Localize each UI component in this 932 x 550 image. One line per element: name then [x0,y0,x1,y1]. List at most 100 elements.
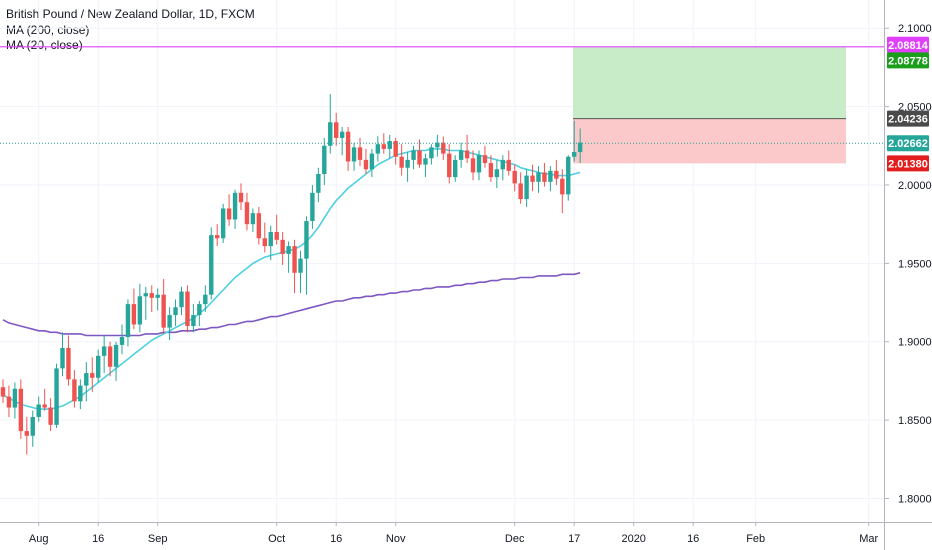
candle [238,183,244,211]
candle-body [101,346,107,356]
candle [286,241,291,273]
candle-body [458,150,464,160]
candle-body [268,232,273,247]
candle [149,285,154,312]
candle [72,369,77,408]
candle [78,379,83,410]
candle [185,285,190,333]
x-tick-label: 2020 [621,533,645,545]
y-tick-label: 1.90000 [898,337,932,349]
candle-body [232,192,238,220]
candle [363,148,369,174]
candle-body [435,142,440,148]
candle-body [6,396,12,408]
candle [30,410,35,447]
x-tick-label: Aug [29,533,49,545]
grid [0,0,884,522]
candle [375,136,381,162]
candle-body [470,158,476,173]
candle [470,150,476,181]
candle [215,224,220,247]
candle [577,128,583,164]
candle [268,225,273,261]
candle [530,164,535,192]
candle-body [30,416,35,436]
candle-body [524,175,529,200]
candle-body [137,296,143,325]
symbol-title[interactable]: British Pound / New Zealand Dollar, 1D, … [6,7,255,21]
candle-body [423,158,428,165]
candle [226,194,232,226]
x-tick-label: 16 [330,533,342,545]
candle [405,152,410,182]
entry-price-label-text: 2.04236 [888,114,928,126]
candle-body [322,145,327,174]
candle [155,288,160,311]
candle-body [12,388,18,408]
candle [197,300,202,327]
candle-body [36,404,41,417]
candle-body [536,172,541,182]
candle-body [274,232,279,240]
candle [36,396,41,422]
candle-body [143,293,148,297]
candle-body [250,213,256,225]
candle-body [238,192,244,203]
candle [90,357,95,392]
ma200-line [2,272,581,337]
candle-body [357,147,363,160]
x-tick-label: Dec [505,533,525,545]
candle-body [298,258,303,273]
last-price-label: 2.02662 [887,135,929,152]
candle [387,134,392,159]
candle-body [84,373,89,386]
candle-body [256,213,262,239]
candle [572,120,577,162]
candle-body [286,246,291,254]
candle [107,341,113,377]
candle [393,137,398,165]
candle [304,216,309,295]
candle-body [316,174,321,193]
candle [262,222,267,253]
x-tick-label: Nov [386,533,406,545]
candle [6,385,12,417]
ma200-legend[interactable]: MA (200, close) [6,22,90,37]
candle [310,184,315,229]
candle-body [119,337,125,345]
target-price-label: 2.08778 [887,52,929,69]
candle-body [393,141,398,157]
candle [292,239,297,294]
candle-body [262,238,267,247]
candle-body [244,202,250,225]
candle [500,155,505,181]
candle-body [0,387,6,397]
y-tick-label: 2.05000 [898,102,932,114]
candle-body [405,159,410,168]
candle [316,167,321,203]
last-price-label-text: 2.02662 [888,138,928,150]
candle [24,416,29,455]
hline-price-label: 2.08814 [887,36,929,53]
stop-price-label-text: 2.01380 [888,158,928,170]
candle [447,144,452,184]
entry-price-label: 2.04236 [887,110,929,127]
candle-body [161,294,166,328]
chart-legend: British Pound / New Zealand Dollar, 1D, … [6,7,255,54]
candle [0,379,6,403]
x-tick-label: 16 [687,533,699,545]
ma20-legend[interactable]: MA (20, close) [6,38,83,52]
candle [494,159,500,189]
candle [161,279,166,334]
candle-body [441,142,446,154]
hline-price-label-bg [887,36,929,53]
candle [542,163,547,187]
profit-zone [573,47,846,119]
candle-body [48,407,53,425]
candle [274,214,279,245]
candle [399,144,404,176]
candle [42,388,47,411]
candle [357,137,363,167]
candle-body [464,150,470,159]
